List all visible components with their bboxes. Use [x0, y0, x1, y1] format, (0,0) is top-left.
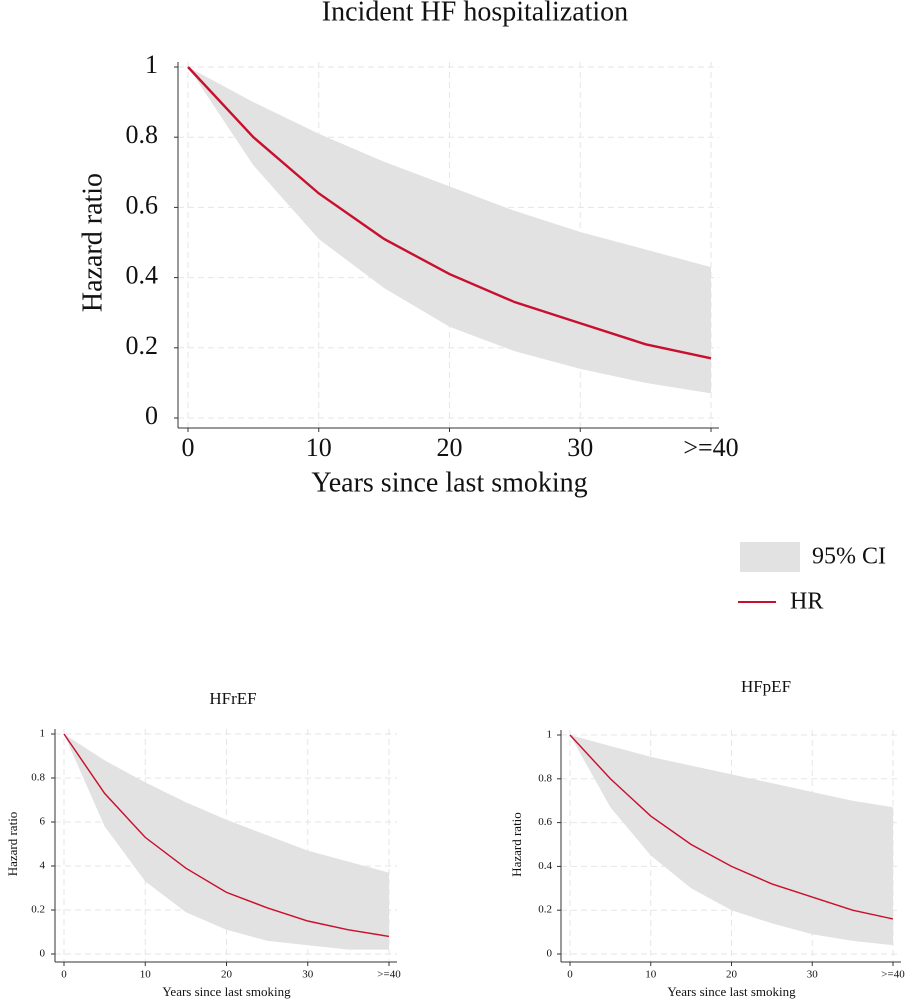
- y-tick-label: 1: [40, 728, 46, 740]
- ci-band: [570, 735, 893, 946]
- x-tick-label: 20: [437, 433, 463, 462]
- x-tick-label: 0: [61, 969, 67, 981]
- chart-title: HFrEF: [209, 689, 256, 708]
- hr-line: [187, 66, 712, 360]
- y-tick-label: 0.4: [538, 860, 552, 872]
- hr-line: [569, 734, 894, 920]
- x-axis-label: Years since last smoking: [162, 984, 291, 999]
- x-tick-label: >=40: [377, 969, 401, 981]
- x-tick-label: 30: [302, 969, 314, 981]
- y-tick-label: 0.8: [538, 772, 552, 784]
- hr-line: [63, 733, 390, 938]
- chart-title: Incident HF hospitalization: [322, 0, 628, 27]
- y-tick-label: 0.8: [31, 772, 45, 784]
- y-tick-label: 1: [547, 729, 553, 741]
- x-tick-label: 30: [567, 433, 593, 462]
- y-tick-label: 0.6: [126, 190, 159, 219]
- ci-band: [64, 734, 389, 950]
- y-tick-label: 0.8: [126, 120, 159, 149]
- x-tick-label: 0: [182, 433, 195, 462]
- y-axis-label: Hazard ratio: [509, 812, 524, 877]
- x-tick-label: 10: [306, 433, 332, 462]
- x-axis-label: Years since last smoking: [311, 467, 587, 498]
- ci-band: [188, 67, 711, 394]
- legend-label: 95% CI: [812, 544, 886, 570]
- y-axis-label: Hazard ratio: [77, 173, 108, 312]
- x-tick-label: 30: [807, 969, 819, 981]
- x-tick-label: 10: [645, 969, 657, 981]
- y-tick-label: 4: [40, 860, 46, 872]
- y-tick-label: 0.2: [31, 904, 45, 916]
- x-tick-label: 20: [726, 969, 738, 981]
- y-axis-label: Hazard ratio: [5, 812, 20, 877]
- x-tick-label: 10: [140, 969, 152, 981]
- y-tick-label: 0.2: [538, 904, 552, 916]
- y-tick-label: 0.6: [538, 816, 552, 828]
- legend-swatch: [740, 542, 800, 572]
- y-tick-label: 0: [547, 948, 553, 960]
- y-tick-label: 0: [40, 948, 46, 960]
- y-tick-label: 1: [145, 50, 158, 79]
- x-tick-label: 20: [221, 969, 233, 981]
- y-tick-label: 0: [145, 401, 158, 430]
- x-axis-label: Years since last smoking: [667, 984, 796, 999]
- chart-title: HFpEF: [741, 677, 791, 696]
- y-tick-label: 6: [40, 816, 46, 828]
- y-tick-label: 0.4: [126, 261, 159, 290]
- x-tick-label: >=40: [683, 433, 738, 462]
- y-tick-label: 0.2: [126, 331, 159, 360]
- x-tick-label: >=40: [881, 969, 905, 981]
- x-tick-label: 0: [567, 969, 573, 981]
- legend-label: HR: [790, 589, 823, 615]
